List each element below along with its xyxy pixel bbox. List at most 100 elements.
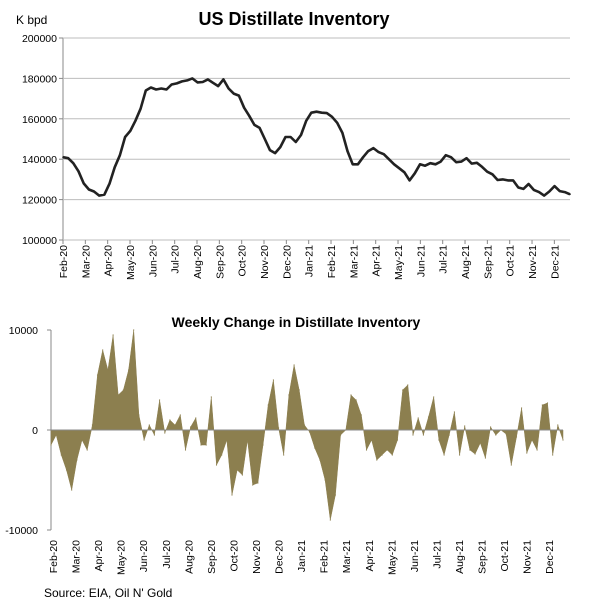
weekly-change-point: [179, 414, 181, 416]
inventory-point: [170, 83, 173, 86]
weekly-change-point: [479, 442, 481, 444]
bottom-x-tick-label: Jan-21: [296, 540, 308, 572]
inventory-point: [465, 157, 468, 159]
top-x-tick-label: Jan-21: [304, 245, 316, 277]
weekly-change-point: [86, 449, 88, 451]
inventory-point: [113, 166, 116, 169]
weekly-change-point: [515, 436, 518, 438]
inventory-point: [124, 136, 126, 138]
weekly-change-point: [107, 369, 109, 371]
top-x-tick-label: Jun-20: [147, 245, 159, 277]
inventory-point: [253, 124, 256, 126]
weekly-change-point: [236, 469, 238, 471]
inventory-point: [527, 183, 530, 185]
inventory-point: [88, 188, 90, 191]
weekly-change-point: [298, 389, 300, 391]
inventory-point: [72, 162, 75, 164]
inventory-point: [243, 106, 245, 109]
inventory-point: [315, 110, 318, 113]
weekly-change-point: [138, 414, 140, 416]
weekly-change-point: [102, 349, 104, 351]
bottom-y-tick-label: 0: [32, 425, 38, 437]
weekly-change-point: [278, 427, 280, 429]
bottom-x-tick-label: Aug-20: [183, 540, 195, 574]
inventory-point: [372, 147, 375, 149]
inventory-point: [258, 127, 261, 129]
weekly-change-point: [448, 434, 450, 436]
inventory-point: [486, 170, 489, 173]
inventory-point: [357, 163, 359, 166]
top-x-tick-label: Sep-20: [214, 245, 226, 279]
weekly-change-point: [184, 449, 187, 451]
bottom-x-tick-label: Jul-21: [431, 540, 443, 569]
weekly-change-point: [546, 402, 549, 404]
inventory-point: [222, 78, 225, 81]
weekly-change-point: [55, 434, 57, 436]
inventory-point: [501, 178, 504, 181]
bottom-x-tick-label: Mar-21: [341, 540, 353, 573]
weekly-change-point: [552, 454, 554, 456]
inventory-point: [207, 78, 209, 81]
weekly-change-point: [391, 454, 393, 456]
inventory-point: [150, 86, 152, 89]
inventory-point: [543, 194, 545, 197]
bottom-x-tick-label: Aug-21: [454, 540, 466, 574]
inventory-point: [289, 136, 292, 138]
inventory-point: [238, 94, 240, 97]
inventory-point: [491, 173, 494, 176]
weekly-change-point: [252, 484, 254, 486]
weekly-change-point: [407, 384, 409, 386]
inventory-point: [232, 92, 235, 95]
top-x-tick-label: Mar-21: [348, 245, 360, 278]
inventory-point: [67, 157, 69, 159]
bottom-x-tick-label: Apr-20: [93, 540, 105, 572]
inventory-point: [517, 186, 520, 189]
inventory-point: [191, 77, 194, 80]
inventory-point: [408, 179, 411, 182]
weekly-change-point: [505, 433, 507, 435]
weekly-change-point: [246, 439, 249, 441]
weekly-change-point: [293, 364, 295, 366]
weekly-change-point: [231, 494, 233, 496]
inventory-point: [196, 81, 199, 84]
top-x-tick-label: Aug-20: [192, 245, 204, 279]
weekly-change-point: [386, 449, 388, 451]
bottom-x-tick-label: Jun-20: [138, 540, 150, 572]
weekly-change-point: [288, 394, 290, 396]
weekly-change-point: [381, 454, 383, 456]
bottom-chart-plot: [47, 329, 52, 531]
weekly-change-point: [303, 424, 305, 426]
inventory-point: [548, 190, 551, 193]
inventory-point: [522, 188, 525, 190]
weekly-change-point: [50, 444, 52, 446]
weekly-change-point: [169, 419, 171, 421]
weekly-change-point: [283, 454, 285, 456]
inventory-point: [377, 151, 380, 153]
inventory-point: [300, 134, 302, 136]
inventory-point: [553, 185, 556, 187]
inventory-point: [507, 179, 509, 182]
weekly-change-point: [360, 414, 362, 416]
inventory-point: [351, 163, 354, 166]
top-y-tick-label: 140000: [22, 154, 57, 166]
weekly-change-point: [557, 424, 559, 426]
bottom-x-tick-label: Feb-21: [319, 540, 331, 573]
inventory-point: [305, 120, 308, 122]
weekly-change-point: [453, 411, 455, 413]
weekly-change-point: [221, 454, 223, 456]
weekly-change-point: [396, 439, 399, 441]
inventory-point: [165, 88, 168, 91]
weekly-change-point: [60, 454, 62, 456]
weekly-change-point: [531, 439, 533, 441]
bottom-x-tick-label: Oct-20: [228, 540, 240, 572]
bottom-y-tick-label: -10000: [5, 525, 38, 537]
weekly-change-point: [562, 439, 564, 441]
inventory-point: [564, 191, 566, 193]
weekly-change-point: [365, 449, 368, 451]
weekly-change-point: [319, 459, 321, 461]
weekly-change-point: [257, 482, 259, 484]
inventory-point: [419, 163, 421, 166]
inventory-point: [227, 87, 230, 90]
inventory-point: [558, 190, 561, 192]
